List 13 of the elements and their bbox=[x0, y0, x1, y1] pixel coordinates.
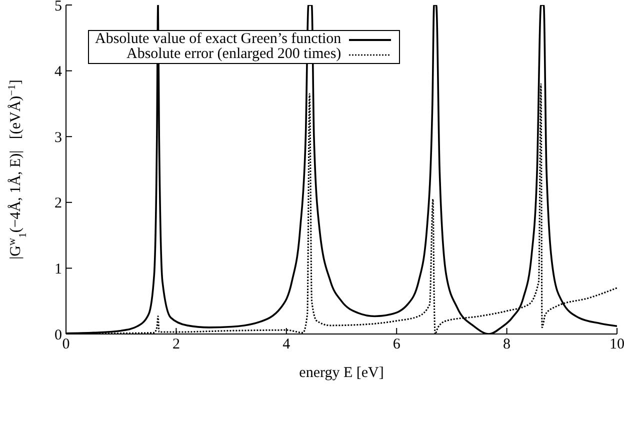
y-tick-label: 1 bbox=[54, 262, 62, 278]
x-axis-title: energy E [eV] bbox=[299, 365, 384, 381]
x-tick-label: 6 bbox=[392, 336, 401, 353]
x-tick-label: 8 bbox=[503, 336, 511, 353]
y-tick-label: 4 bbox=[54, 64, 62, 80]
legend-label: Absolute value of exact Green’s function bbox=[95, 31, 342, 47]
x-tick-label: 10 bbox=[610, 336, 624, 353]
legend-label: Absolute error (enlarged 200 times) bbox=[126, 46, 342, 62]
y-tick-label: 2 bbox=[54, 196, 62, 212]
x-tick-label: 2 bbox=[172, 336, 180, 353]
x-tick-label: 4 bbox=[282, 336, 291, 353]
y-tick-label: 5 bbox=[54, 0, 62, 14]
y-tick-label: 3 bbox=[54, 130, 62, 146]
